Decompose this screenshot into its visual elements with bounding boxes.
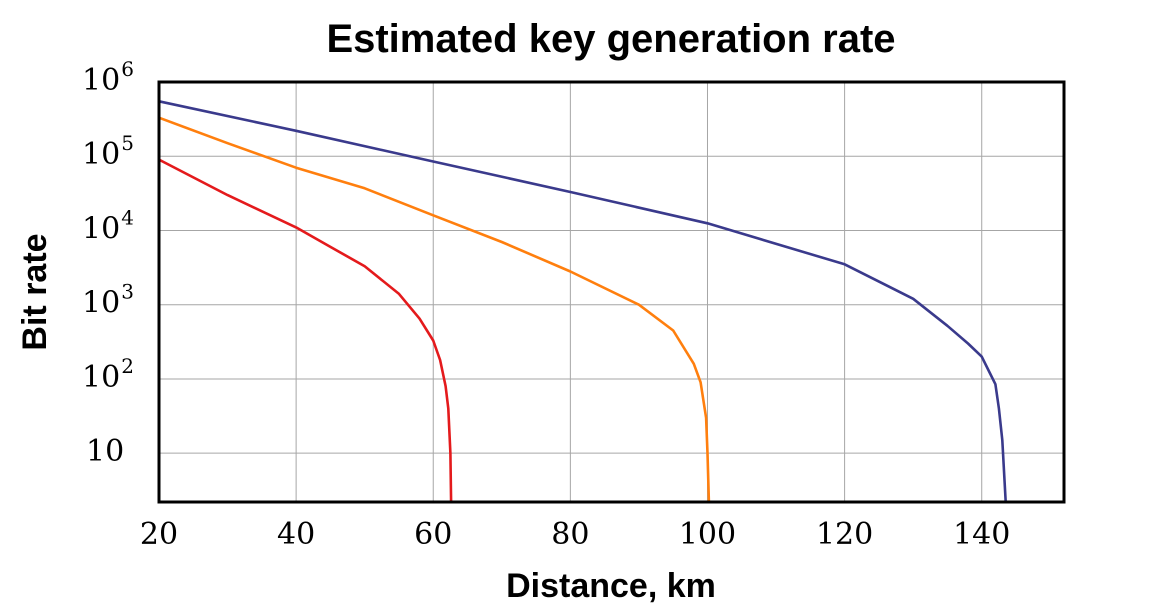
y-tick-labels: 10 102 103 104 105 106	[82, 57, 134, 469]
series-line-2	[157, 116, 711, 504]
x-tick-label: 60	[414, 517, 452, 552]
x-tick-label: 40	[277, 517, 315, 552]
x-tick-label: 100	[679, 517, 736, 552]
x-tick-labels: 20 40 60 80 100 120 140	[140, 517, 1010, 552]
x-tick-label: 20	[140, 517, 178, 552]
y-axis-label: Bit rate	[16, 233, 54, 350]
y-tick-label: 10	[86, 434, 124, 469]
x-tick-label: 120	[816, 517, 873, 552]
y-tick-label: 104	[82, 205, 134, 246]
x-tick-label: 140	[953, 517, 1010, 552]
series-group	[157, 100, 1007, 504]
chart-title: Estimated key generation rate	[326, 17, 895, 61]
plot-frame	[157, 80, 1066, 504]
series-line-3	[157, 158, 453, 504]
y-tick-label: 102	[82, 354, 134, 395]
x-tick-label: 80	[551, 517, 589, 552]
y-tick-label: 105	[82, 131, 134, 172]
series-line-1	[157, 100, 1007, 504]
y-tick-label: 106	[82, 57, 134, 98]
x-axis-label: Distance, km	[506, 567, 716, 605]
y-tick-label: 103	[82, 280, 134, 321]
